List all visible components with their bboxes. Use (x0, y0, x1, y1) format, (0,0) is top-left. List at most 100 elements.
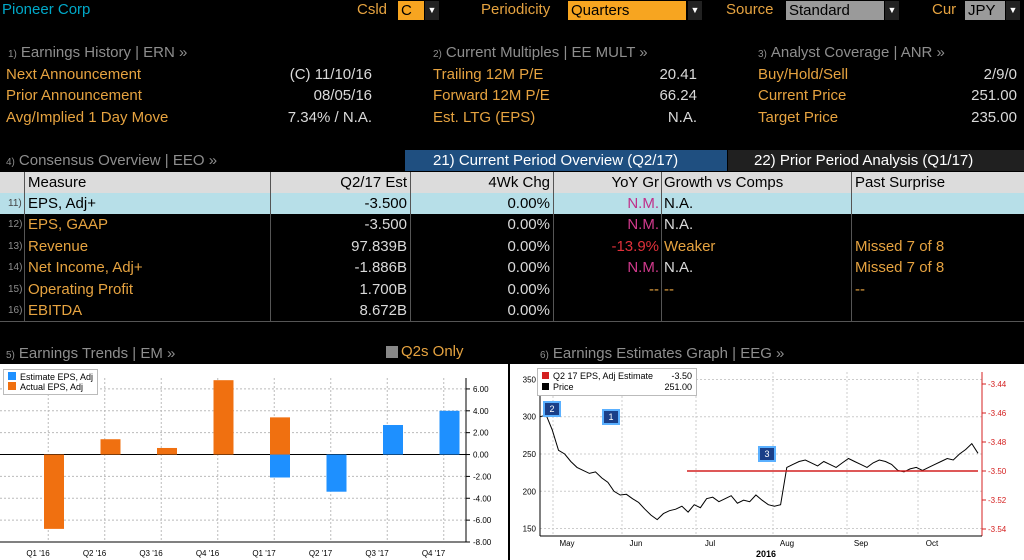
csld-dropdown[interactable]: C (398, 1, 424, 20)
surprise-cell: Missed 7 of 8 (855, 259, 945, 276)
next-announcement-label: Next Announcement (6, 66, 142, 83)
left-tick-label: 350 (523, 375, 537, 384)
consensus-overview-header[interactable]: 4) Consensus Overview | EEO » (6, 152, 217, 169)
bar[interactable] (439, 410, 460, 455)
left-tick-label: 200 (523, 487, 537, 496)
periodicity-dropdown[interactable]: Quarters (568, 1, 686, 20)
table-row[interactable]: 11) EPS, Adj+ -3.500 0.00% N.M. N.A. (0, 193, 1024, 214)
earnings-estimates-header[interactable]: 6) Earnings Estimates Graph | EEG » (540, 345, 784, 362)
source-dropdown-arrow-icon[interactable]: ▼ (885, 1, 899, 20)
section-index: 2) (433, 49, 442, 60)
buy-hold-sell-label: Buy/Hold/Sell (758, 66, 849, 83)
yoy-cell (555, 300, 659, 321)
comps-cell: N.A. (664, 259, 694, 276)
event-marker[interactable]: 2 (543, 401, 561, 417)
table-row[interactable]: 15) Operating Profit 1.700B 0.00% -- -- … (0, 279, 1024, 300)
analyst-coverage-header[interactable]: 3) Analyst Coverage | ANR » (758, 44, 945, 61)
x-tick-label: Jun (630, 539, 643, 548)
table-row[interactable]: 13) Revenue 97.839B 0.00% -13.9% Weaker … (0, 236, 1024, 257)
event-marker[interactable]: 3 (758, 446, 776, 462)
right-tick-label: -3.44 (988, 380, 1007, 389)
price-line[interactable] (539, 414, 979, 521)
row-index: 15) (8, 284, 23, 295)
x-tick-label: Oct (926, 539, 939, 548)
cur-label: Cur (932, 1, 957, 18)
yoy-cell: -- (649, 281, 659, 298)
table-row[interactable]: 16) EBITDA 8.672B 0.00% (0, 300, 1024, 321)
current-multiples-header[interactable]: 2) Current Multiples | EE MULT » (433, 44, 648, 61)
yoy-cell: N.M. (627, 195, 659, 212)
col-4wk-chg[interactable]: 4Wk Chg (488, 174, 550, 191)
col-measure[interactable]: Measure (28, 174, 87, 191)
legend-item: Estimate EPS, Adj (8, 372, 93, 382)
left-tick-label: 150 (523, 525, 537, 534)
chg-cell: 0.00% (507, 302, 550, 319)
x-tick-label: Q4 '16 (196, 549, 220, 558)
bar[interactable] (157, 447, 177, 455)
csld-label: Csld (357, 1, 388, 18)
tab-current-period[interactable]: 21) Current Period Overview (Q2/17) (405, 150, 727, 171)
x-tick-label: Q1 '17 (252, 549, 276, 558)
earnings-trends-chart[interactable]: 6.00 4.00 2.00 0.00 -2.00 -4.00 -6.00 -8.00 Q1 '… (0, 364, 508, 560)
csld-dropdown-arrow-icon[interactable]: ▼ (425, 1, 439, 20)
bar[interactable] (270, 417, 290, 455)
x-tick-label: Q4 '17 (422, 549, 446, 558)
q2s-only-label[interactable]: Q2s Only (401, 343, 464, 360)
target-price-label: Target Price (758, 109, 839, 126)
x-tick-label: Q2 '17 (309, 549, 333, 558)
est-ltg-label: Est. LTG (EPS) (433, 109, 536, 126)
col-growth-vs-comps[interactable]: Growth vs Comps (664, 174, 784, 191)
buy-hold-sell-value: 2/9/0 (983, 66, 1017, 83)
event-marker[interactable]: 1 (602, 409, 620, 425)
section-title: Consensus Overview | EEO » (18, 152, 218, 169)
bar[interactable] (100, 439, 121, 455)
bar[interactable] (213, 380, 234, 455)
bar[interactable] (383, 425, 403, 455)
bar[interactable] (270, 454, 290, 478)
right-tick-label: -3.48 (988, 438, 1007, 447)
divider (24, 172, 25, 322)
cur-dropdown-arrow-icon[interactable]: ▼ (1006, 1, 1020, 20)
right-tick-label: -3.50 (988, 467, 1007, 476)
table-row[interactable]: 12) EPS, GAAP -3.500 0.00% N.M. N.A. (0, 214, 1024, 235)
table-row[interactable]: 14) Net Income, Adj+ -1.886B 0.00% N.M. … (0, 257, 1024, 278)
surprise-cell: Missed 7 of 8 (855, 238, 945, 255)
legend-swatch (542, 372, 549, 379)
section-index: 4) (6, 157, 15, 168)
periodicity-dropdown-arrow-icon[interactable]: ▼ (688, 1, 702, 20)
chg-cell: 0.00% (507, 216, 550, 233)
earnings-history-header[interactable]: 1) Earnings History | ERN » (8, 44, 187, 61)
table-header: Measure Q2/17 Est 4Wk Chg YoY Gr Growth … (0, 172, 1024, 193)
measure-cell: EBITDA (28, 302, 83, 319)
measure-cell: EPS, Adj+ (28, 195, 96, 212)
y-tick-label: -4.00 (473, 494, 492, 503)
left-tick-label: 300 (523, 413, 537, 422)
est-cell: -3.500 (364, 216, 407, 233)
source-dropdown[interactable]: Standard (786, 1, 884, 20)
measure-cell: Net Income, Adj+ (28, 259, 143, 276)
section-title: Earnings Estimates Graph | EEG » (552, 345, 785, 362)
q2s-only-checkbox[interactable] (386, 346, 398, 358)
est-cell: -1.886B (354, 259, 407, 276)
current-price-value: 251.00 (971, 87, 1017, 104)
col-est[interactable]: Q2/17 Est (340, 174, 407, 191)
cur-dropdown[interactable]: JPY (965, 1, 1005, 20)
chg-cell: 0.00% (507, 195, 550, 212)
tab-prior-period[interactable]: 22) Prior Period Analysis (Q1/17) (728, 150, 1024, 171)
bar[interactable] (326, 454, 347, 492)
earnings-estimates-chart[interactable]: 350 300 250 200 150 -3.44 -3.46 -3.48 -3.50 -3.52… (510, 364, 1024, 560)
x-tick-label: Sep (854, 539, 869, 548)
avg-implied-move-value: 7.34% / N.A. (287, 109, 372, 126)
legend-item: Q2 17 EPS, Adj Estimate -3.50 (542, 371, 692, 382)
year-label: 2016 (756, 549, 777, 559)
trailing-pe-label: Trailing 12M P/E (433, 66, 544, 83)
avg-implied-move-label: Avg/Implied 1 Day Move (6, 109, 169, 126)
row-index: 12) (8, 219, 23, 230)
section-index: 1) (8, 49, 17, 60)
legend-value: 251.00 (664, 382, 692, 392)
col-past-surprise[interactable]: Past Surprise (855, 174, 946, 191)
legend-swatch (8, 372, 16, 380)
bar[interactable] (44, 454, 64, 529)
col-yoy[interactable]: YoY Gr (611, 174, 659, 191)
earnings-trends-header[interactable]: 5) Earnings Trends | EM » (6, 345, 175, 362)
